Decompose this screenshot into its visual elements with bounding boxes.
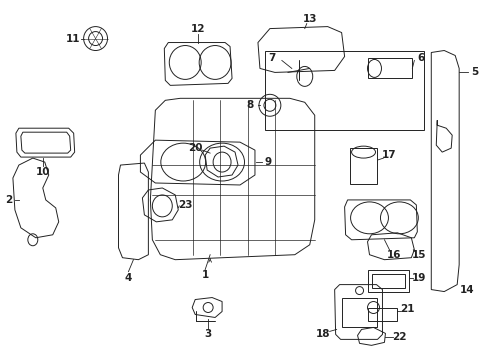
Text: 20: 20	[187, 143, 202, 153]
Bar	[367, 307, 397, 321]
Text: 15: 15	[411, 250, 426, 260]
Text: 13: 13	[302, 14, 316, 24]
Text: 21: 21	[399, 305, 414, 315]
Text: 5: 5	[470, 67, 478, 77]
Text: 7: 7	[267, 54, 275, 63]
Text: 8: 8	[246, 100, 253, 110]
Text: 9: 9	[264, 157, 271, 167]
Bar	[341, 298, 377, 328]
Bar	[367, 270, 408, 292]
Text: 23: 23	[178, 200, 192, 210]
Text: 6: 6	[417, 54, 424, 63]
Text: 12: 12	[190, 24, 205, 33]
Bar	[264, 50, 424, 130]
Bar	[349, 148, 377, 184]
Text: 14: 14	[459, 284, 473, 294]
Text: 2: 2	[5, 195, 13, 205]
Bar	[371, 274, 405, 288]
Text: 17: 17	[381, 150, 396, 160]
Text: 3: 3	[204, 329, 211, 339]
Text: 22: 22	[391, 332, 406, 342]
Text: 16: 16	[386, 250, 401, 260]
Bar	[367, 58, 411, 78]
Text: 19: 19	[411, 273, 426, 283]
Text: 18: 18	[315, 329, 329, 339]
Text: 10: 10	[36, 167, 50, 177]
Text: 1: 1	[201, 270, 208, 280]
Text: 4: 4	[124, 273, 132, 283]
Text: 11: 11	[65, 33, 80, 44]
